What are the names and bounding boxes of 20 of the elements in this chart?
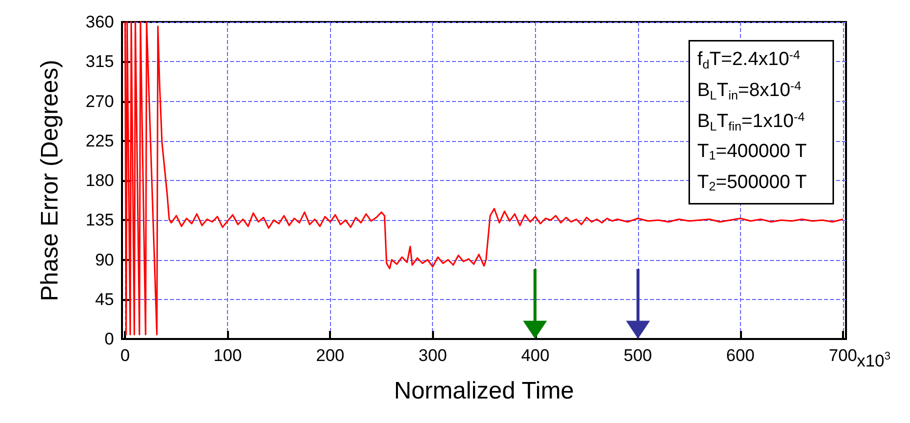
y-tick-label: 135 <box>86 210 114 230</box>
y-tick-label: 315 <box>86 52 114 72</box>
y-tick-label: 0 <box>104 330 114 348</box>
y-tick-label: 90 <box>95 250 114 270</box>
y-tick-label: 180 <box>86 171 114 190</box>
x-tick-label: 0 <box>120 346 130 365</box>
x-tick-label: 300 <box>418 346 447 365</box>
x-tick-label: 700 <box>828 346 858 365</box>
y-tick-label: 225 <box>86 131 114 150</box>
y-tick-label: 360 <box>86 12 114 32</box>
x-tick-label: 100 <box>213 346 242 365</box>
x-tick-label: 600 <box>726 346 755 365</box>
y-tick-label: 45 <box>95 290 114 309</box>
y-axis-title: Phase Error (Degrees) <box>36 60 64 302</box>
x-tick-label: 400 <box>521 346 550 365</box>
line-series <box>124 21 844 336</box>
x-axis-title: Normalized Time <box>394 378 574 404</box>
y-tick-label: 270 <box>86 92 114 111</box>
x-tick-label: 500 <box>624 346 652 365</box>
x-tick-label: 200 <box>316 346 344 365</box>
